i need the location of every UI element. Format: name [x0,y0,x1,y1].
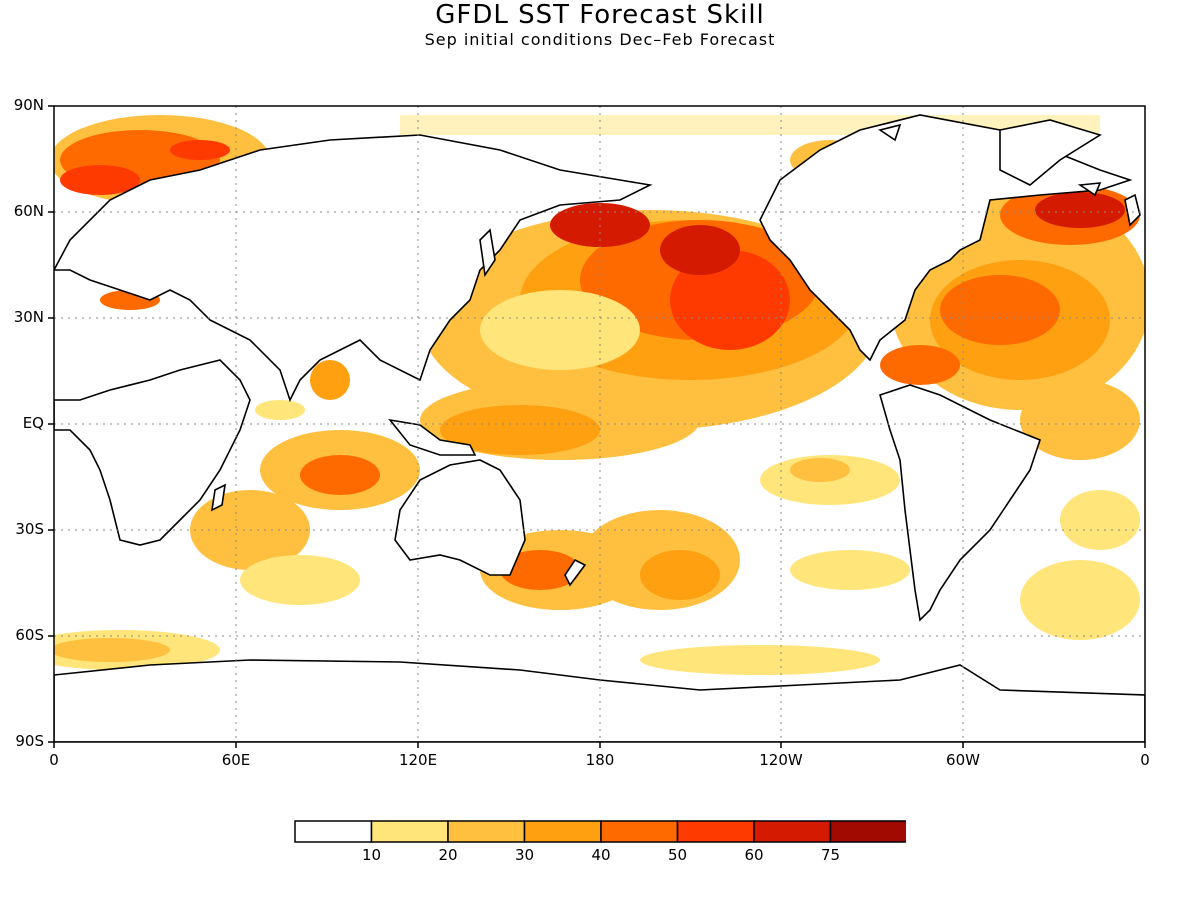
colorbar-swatch [829,820,906,843]
chart-subtitle: Sep initial conditions Dec–Feb Forecast [424,30,776,49]
lat-label-90n: 90N [13,96,44,114]
colorbar-swatch [600,820,679,843]
lon-label-0: 0 [49,751,59,769]
lat-label-60n: 60N [13,202,44,220]
lat-label-30s: 30S [15,520,44,538]
lon-label-60w: 60W [946,751,980,769]
coastlines [54,114,1145,742]
lat-label-60s: 60S [15,626,44,644]
lon-label-180: 180 [585,751,615,769]
colorbar-swatch [753,820,832,843]
gridlines [54,106,1145,742]
lat-label-90s: 90S [15,732,44,750]
colorbar-swatch [676,820,755,843]
lon-label-120w: 120W [759,751,803,769]
colorbar-swatch [370,820,449,843]
lon-label-60e: 60E [221,751,251,769]
world-map [48,105,1146,748]
chart-title: GFDL SST Forecast Skill [435,0,765,30]
skill-shading [54,115,1145,675]
lon-label-0-east: 0 [1140,751,1150,769]
lat-label-eq: EQ [22,414,44,432]
lat-label-30n: 30N [13,308,44,326]
colorbar-label: 30 [514,846,535,864]
lon-label-120e: 120E [398,751,438,769]
colorbar-swatch [523,820,602,843]
colorbar-swatch [294,820,373,843]
colorbar-label: 50 [667,846,688,864]
colorbar [294,820,906,843]
colorbar-label: 20 [438,846,458,864]
colorbar-label: 60 [744,846,764,864]
colorbar-label: 75 [820,846,841,864]
colorbar-swatch [447,820,526,843]
colorbar-label: 40 [591,846,611,864]
colorbar-label: 10 [361,846,382,864]
